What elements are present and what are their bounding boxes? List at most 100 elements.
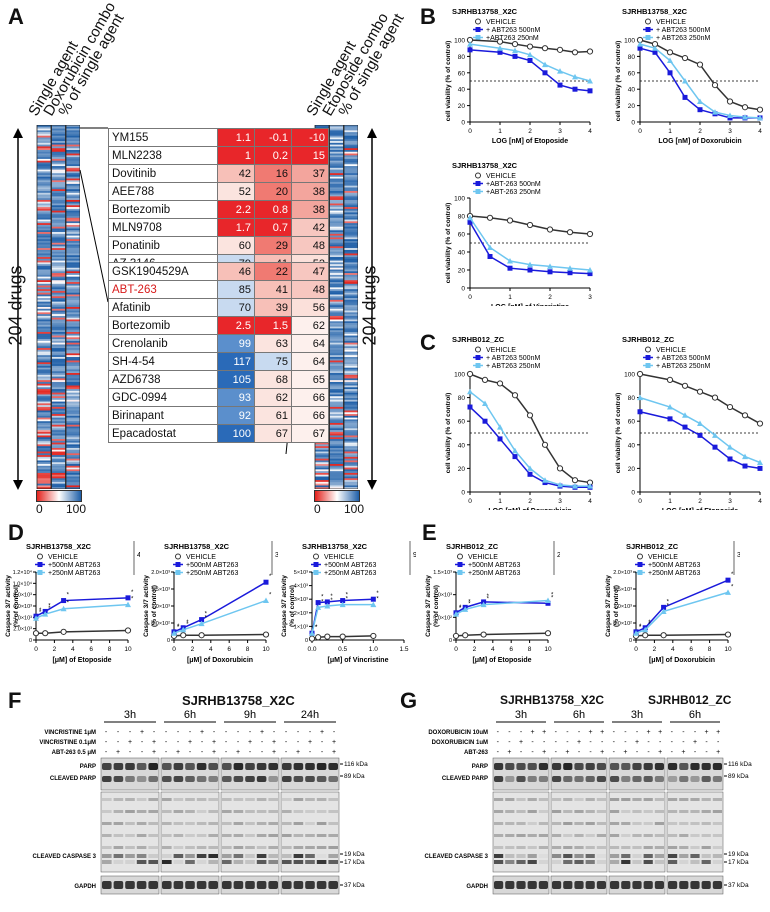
heatmap-cell xyxy=(51,169,66,172)
heatmap-cell xyxy=(329,487,344,489)
blot-sign: - xyxy=(201,739,204,746)
data-point xyxy=(712,432,718,438)
kda-label: 89 kDa xyxy=(344,773,365,780)
table-cell: 16 xyxy=(254,164,292,183)
blot-band xyxy=(690,798,700,801)
blot-band xyxy=(162,798,172,801)
heatmap-cell xyxy=(37,310,51,313)
table-cell: 0.2 xyxy=(254,146,292,165)
heatmap-cell xyxy=(329,426,344,429)
table-cell: 99 xyxy=(217,334,255,353)
heatmap-cell xyxy=(329,376,344,379)
table-row: YM155 1.1 -0.1 -10 xyxy=(108,128,329,147)
blot-membrane xyxy=(608,757,666,791)
heatmap-column-border xyxy=(36,125,52,489)
heatmap-cell xyxy=(329,406,344,410)
y-tick-label: 1.0×10³ xyxy=(433,593,452,599)
heatmap-cell xyxy=(329,351,344,354)
blot-band xyxy=(148,854,158,858)
heatmap-cell xyxy=(329,428,344,431)
y-tick-label: 20 xyxy=(458,466,466,473)
kda-label: 116 kDa xyxy=(344,761,368,768)
heatmap-cell xyxy=(37,244,51,247)
heatmap-cell xyxy=(66,264,80,267)
heatmap-cell xyxy=(37,135,51,138)
heatmap-cell xyxy=(344,182,358,185)
heatmap-cell xyxy=(344,146,358,149)
blot-sign: + xyxy=(320,729,324,736)
drug-name: MLN9708 xyxy=(108,218,218,237)
heatmap-cell xyxy=(66,369,80,372)
blot-sign: + xyxy=(507,749,511,756)
blot-sign: - xyxy=(589,739,592,746)
blot-band xyxy=(654,798,664,801)
blot-sign: + xyxy=(308,739,312,746)
y-tick-label: 8.0×10³ xyxy=(13,593,32,599)
table-cell: 15 xyxy=(291,146,329,165)
blot-band xyxy=(185,810,195,813)
heatmap-cell xyxy=(66,331,80,335)
chart-title: SJRHB012_ZC xyxy=(452,335,505,344)
heatmap-cell xyxy=(37,326,51,329)
blot-band xyxy=(538,881,548,889)
blot-band xyxy=(245,822,255,825)
blot-band xyxy=(136,834,147,837)
table-row: SH-4-54 117 75 64 xyxy=(108,352,329,371)
heatmap-cell xyxy=(51,417,66,420)
blot-band xyxy=(596,763,606,770)
heatmap-cell xyxy=(344,437,358,440)
legend-marker xyxy=(313,553,319,560)
x-axis-label: LOG [nM] of Vincristine xyxy=(491,304,569,306)
data-point xyxy=(480,631,487,638)
heatmap-cell xyxy=(344,421,358,424)
blot-band xyxy=(293,763,304,770)
heatmap-cell xyxy=(344,328,358,331)
blot-sign: - xyxy=(309,729,312,736)
heatmap-cell xyxy=(329,296,344,299)
significance-mark: * xyxy=(131,590,134,596)
blot-band xyxy=(113,860,124,864)
heatmap-cell xyxy=(344,485,358,488)
data-point xyxy=(586,48,594,55)
heatmap-cell xyxy=(344,337,358,340)
heatmap-cell xyxy=(37,132,51,135)
heatmap-cell xyxy=(37,269,51,272)
heatmap-cell xyxy=(66,239,80,242)
heatmap-cell xyxy=(37,130,51,133)
drug-name: AZD6738 xyxy=(108,370,218,389)
heatmap-cell xyxy=(66,214,80,217)
legend-label: +500nM ABT263 xyxy=(648,562,700,569)
heatmap-cell xyxy=(329,178,344,181)
heatmap-cell xyxy=(66,153,80,156)
y-tick-label: 5.0×10² xyxy=(433,615,452,621)
heatmap-cell xyxy=(37,376,51,379)
heatmap-cell xyxy=(329,390,344,393)
heatmap-cell xyxy=(51,223,66,226)
data-point xyxy=(467,388,473,395)
heatmap-cell xyxy=(344,464,358,467)
heatmap-cell xyxy=(37,396,51,399)
data-point xyxy=(527,261,533,268)
blot-band xyxy=(494,834,504,837)
heatmap-cell xyxy=(51,421,66,424)
blot-band xyxy=(610,763,620,770)
heatmap-cell xyxy=(329,223,344,226)
blot-band xyxy=(563,834,573,837)
blot-membrane xyxy=(100,757,160,791)
data-point xyxy=(315,604,322,610)
heatmap-cell xyxy=(37,232,51,235)
heatmap-cell xyxy=(329,192,344,195)
blot-band xyxy=(113,854,124,858)
heatmap-cell xyxy=(66,158,80,161)
blot-band xyxy=(173,763,184,770)
blot-sign: + xyxy=(332,749,336,756)
heatmap-cell xyxy=(344,280,358,283)
heatmap-cell xyxy=(37,355,51,358)
data-point xyxy=(542,70,548,76)
legend-marker xyxy=(457,553,463,560)
data-point xyxy=(33,615,39,621)
blot-band xyxy=(527,810,537,813)
blot-sign: + xyxy=(296,749,300,756)
heatmap-cell xyxy=(329,444,344,447)
heatmap-cell xyxy=(51,290,66,294)
